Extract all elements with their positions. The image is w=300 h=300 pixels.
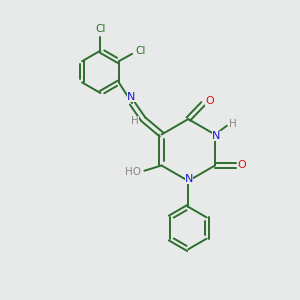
Text: Cl: Cl	[135, 46, 146, 56]
Text: HO: HO	[125, 167, 141, 177]
Text: H: H	[230, 119, 237, 129]
Text: N: N	[185, 174, 193, 184]
Text: N: N	[212, 131, 221, 141]
Text: N: N	[127, 92, 136, 102]
Text: O: O	[238, 160, 247, 170]
Text: Cl: Cl	[95, 24, 106, 34]
Text: O: O	[205, 96, 214, 106]
Text: H: H	[131, 116, 139, 126]
